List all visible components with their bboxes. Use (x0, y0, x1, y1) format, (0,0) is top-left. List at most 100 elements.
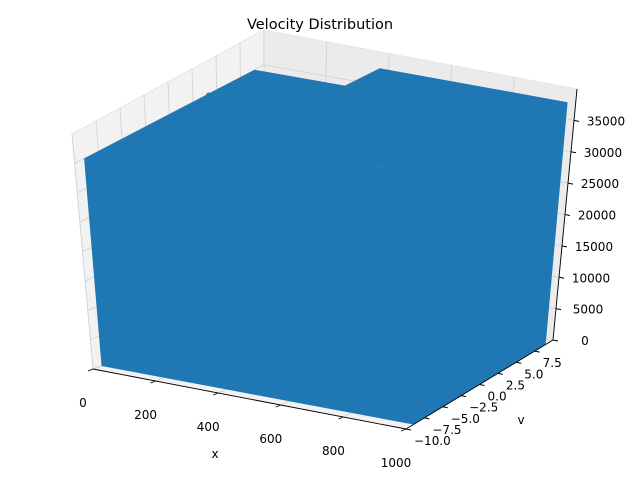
data-point (446, 341, 452, 348)
data-point (393, 166, 399, 172)
data-point (184, 231, 190, 237)
data-point (212, 338, 218, 344)
data-point (337, 370, 344, 376)
data-point (374, 336, 380, 342)
data-point (222, 362, 228, 368)
data-point (402, 310, 408, 316)
data-point (269, 318, 276, 324)
data-point (245, 221, 251, 227)
data-point (355, 331, 361, 337)
data-point (202, 331, 208, 337)
data-point (339, 350, 345, 357)
data-point (425, 172, 431, 178)
data-point (377, 218, 383, 224)
v-tick-mark (424, 417, 430, 420)
z-tick-label: 0 (581, 334, 589, 348)
data-point (206, 92, 212, 98)
v-tick-label: −2.5 (469, 401, 498, 415)
data-point (374, 372, 380, 378)
data-point (424, 395, 430, 401)
data-point (332, 200, 338, 206)
data-point (362, 378, 368, 384)
data-point (236, 349, 242, 355)
data-point (165, 295, 171, 301)
data-point (213, 352, 219, 358)
data-point (183, 345, 189, 351)
data-point (311, 266, 318, 273)
data-point (163, 305, 169, 311)
data-point (470, 192, 476, 198)
data-point (411, 331, 417, 337)
data-point (462, 195, 468, 201)
data-point (389, 294, 395, 300)
data-point (350, 343, 357, 349)
data-point (411, 305, 417, 311)
data-point (273, 231, 279, 237)
data-point (215, 250, 221, 256)
z-tick-mark (552, 339, 559, 342)
data-point (271, 368, 277, 374)
data-point (235, 333, 241, 339)
data-point (399, 263, 405, 269)
data-point (248, 108, 254, 114)
data-point (483, 278, 489, 284)
data-point (458, 361, 464, 367)
data-point (403, 375, 410, 381)
data-point (280, 359, 287, 365)
z-tick-label: 35000 (587, 114, 625, 128)
data-point (183, 361, 189, 367)
data-point (319, 224, 325, 230)
data-point (288, 320, 294, 326)
data-point (308, 373, 314, 379)
data-point (347, 174, 353, 180)
data-point (179, 339, 185, 345)
data-point (330, 209, 336, 215)
data-point (388, 144, 394, 150)
data-point (258, 321, 265, 327)
data-point (251, 288, 257, 294)
data-point (157, 335, 163, 341)
data-point (230, 210, 236, 216)
data-point (389, 223, 395, 229)
data-point (334, 344, 340, 350)
data-point (238, 228, 244, 234)
data-point (416, 357, 422, 364)
data-point (321, 360, 327, 366)
data-point (510, 230, 516, 237)
data-point (306, 320, 312, 326)
data-point (263, 314, 269, 320)
data-point (418, 217, 424, 223)
data-point (184, 327, 191, 333)
data-point (141, 251, 147, 257)
z-tick-label: 15000 (575, 240, 613, 254)
data-point (185, 184, 192, 190)
data-point (427, 298, 433, 305)
data-point (215, 135, 221, 141)
data-point (310, 327, 316, 333)
data-point (317, 306, 323, 312)
data-point (374, 292, 380, 298)
data-point (199, 155, 205, 162)
data-point (326, 190, 332, 196)
data-point (483, 174, 489, 180)
data-point (424, 162, 430, 168)
data-point (225, 158, 231, 164)
data-point (277, 182, 283, 189)
data-point (298, 212, 304, 218)
data-point (197, 312, 203, 318)
data-point (441, 354, 447, 360)
data-point (470, 355, 476, 361)
data-point (270, 347, 276, 353)
data-point (252, 213, 258, 219)
data-point (466, 262, 472, 268)
data-point (351, 351, 357, 357)
data-point (259, 316, 265, 322)
data-point (464, 318, 470, 324)
data-point (337, 235, 343, 241)
data-point (377, 351, 383, 357)
data-point (379, 267, 385, 273)
data-point (234, 343, 240, 349)
data-point (162, 331, 168, 337)
data-point (222, 341, 228, 347)
z-tick-label: 20000 (578, 209, 616, 223)
